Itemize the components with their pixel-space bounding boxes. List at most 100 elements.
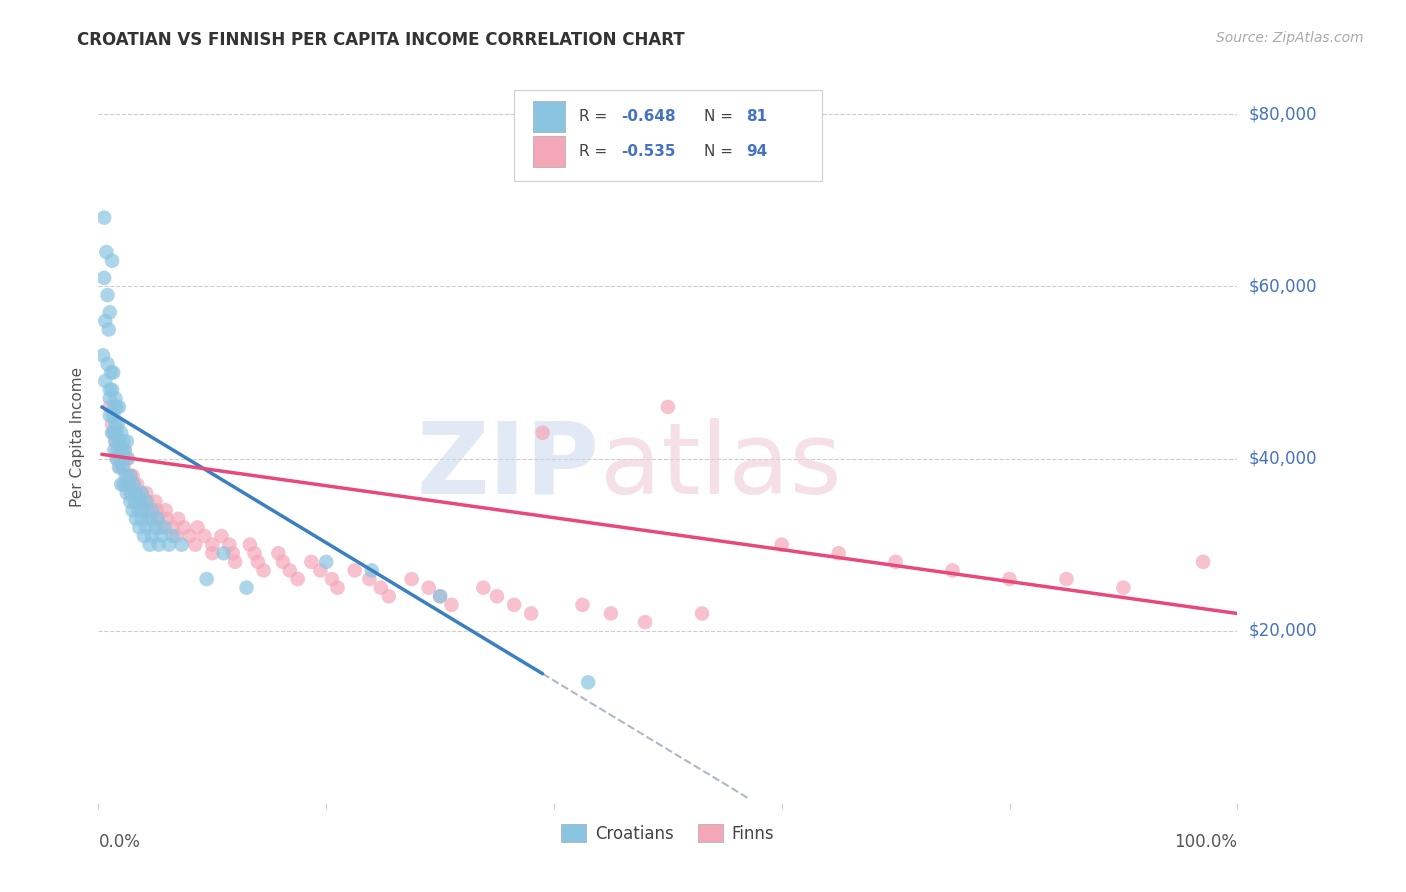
Text: Source: ZipAtlas.com: Source: ZipAtlas.com — [1216, 31, 1364, 45]
Point — [520, 607, 543, 621]
Bar — [533, 102, 565, 132]
Point — [440, 598, 463, 612]
Point — [129, 494, 152, 508]
Point — [141, 503, 163, 517]
Point — [135, 486, 157, 500]
Point — [634, 615, 657, 629]
Point — [271, 555, 294, 569]
Point — [114, 442, 136, 457]
Point — [299, 555, 322, 569]
Y-axis label: Per Capita Income: Per Capita Income — [70, 367, 86, 508]
Point — [1112, 581, 1135, 595]
Point — [104, 434, 127, 449]
Point — [101, 383, 124, 397]
Point — [360, 564, 382, 578]
Point — [884, 555, 907, 569]
Point — [131, 503, 153, 517]
Point — [167, 512, 190, 526]
Point — [222, 546, 245, 560]
Point — [122, 477, 145, 491]
Point — [105, 451, 128, 466]
Point — [96, 288, 118, 302]
Text: $60,000: $60,000 — [1249, 277, 1317, 295]
Text: $20,000: $20,000 — [1249, 622, 1317, 640]
Point — [278, 564, 301, 578]
Text: -0.648: -0.648 — [621, 109, 676, 124]
Point — [153, 520, 176, 534]
Point — [127, 477, 149, 491]
Point — [114, 468, 136, 483]
Point — [108, 460, 131, 475]
Point — [132, 503, 155, 517]
Point — [94, 374, 117, 388]
Point — [136, 494, 159, 508]
Point — [104, 392, 127, 406]
Point — [107, 442, 129, 457]
Point — [101, 417, 124, 432]
Point — [150, 520, 173, 534]
Point — [472, 581, 495, 595]
Point — [1054, 572, 1078, 586]
Point — [96, 357, 118, 371]
Point — [110, 442, 132, 457]
Point — [828, 546, 851, 560]
Point — [252, 564, 274, 578]
Point — [201, 538, 224, 552]
Point — [98, 305, 121, 319]
Point — [145, 520, 167, 534]
Point — [138, 503, 160, 517]
Point — [132, 529, 155, 543]
Point — [287, 572, 309, 586]
Point — [157, 538, 180, 552]
Point — [121, 477, 143, 491]
Point — [309, 564, 332, 578]
Text: 100.0%: 100.0% — [1174, 833, 1237, 851]
Point — [418, 581, 440, 595]
Point — [503, 598, 526, 612]
Bar — [533, 136, 565, 167]
Point — [100, 366, 122, 380]
Point — [110, 442, 132, 457]
Text: 94: 94 — [747, 145, 768, 160]
Point — [576, 675, 599, 690]
Point — [105, 425, 128, 440]
Point — [998, 572, 1021, 586]
Point — [942, 564, 965, 578]
Point — [321, 572, 343, 586]
Point — [201, 546, 224, 560]
Text: R =: R = — [579, 109, 612, 124]
Point — [103, 366, 125, 380]
Point — [315, 555, 337, 569]
Text: ZIP: ZIP — [416, 417, 599, 515]
Point — [141, 529, 163, 543]
Point — [121, 468, 143, 483]
Point — [104, 417, 127, 432]
Point — [125, 486, 148, 500]
Point — [657, 400, 679, 414]
Point — [115, 451, 138, 466]
Point — [93, 211, 115, 225]
Point — [103, 425, 125, 440]
Point — [156, 512, 179, 526]
Point — [148, 538, 170, 552]
Point — [243, 546, 266, 560]
Point — [146, 512, 169, 526]
Point — [131, 512, 153, 526]
Point — [218, 538, 240, 552]
Point — [121, 503, 143, 517]
Point — [111, 460, 134, 475]
Point — [103, 400, 125, 414]
Point — [209, 529, 232, 543]
Point — [170, 538, 193, 552]
Point — [118, 477, 141, 491]
Point — [115, 434, 138, 449]
Point — [125, 512, 148, 526]
Legend: Croatians, Finns: Croatians, Finns — [554, 818, 782, 849]
Point — [91, 348, 114, 362]
Point — [165, 529, 187, 543]
Point — [108, 434, 131, 449]
Point — [600, 607, 623, 621]
Point — [98, 409, 121, 423]
Point — [429, 589, 451, 603]
Point — [150, 529, 173, 543]
